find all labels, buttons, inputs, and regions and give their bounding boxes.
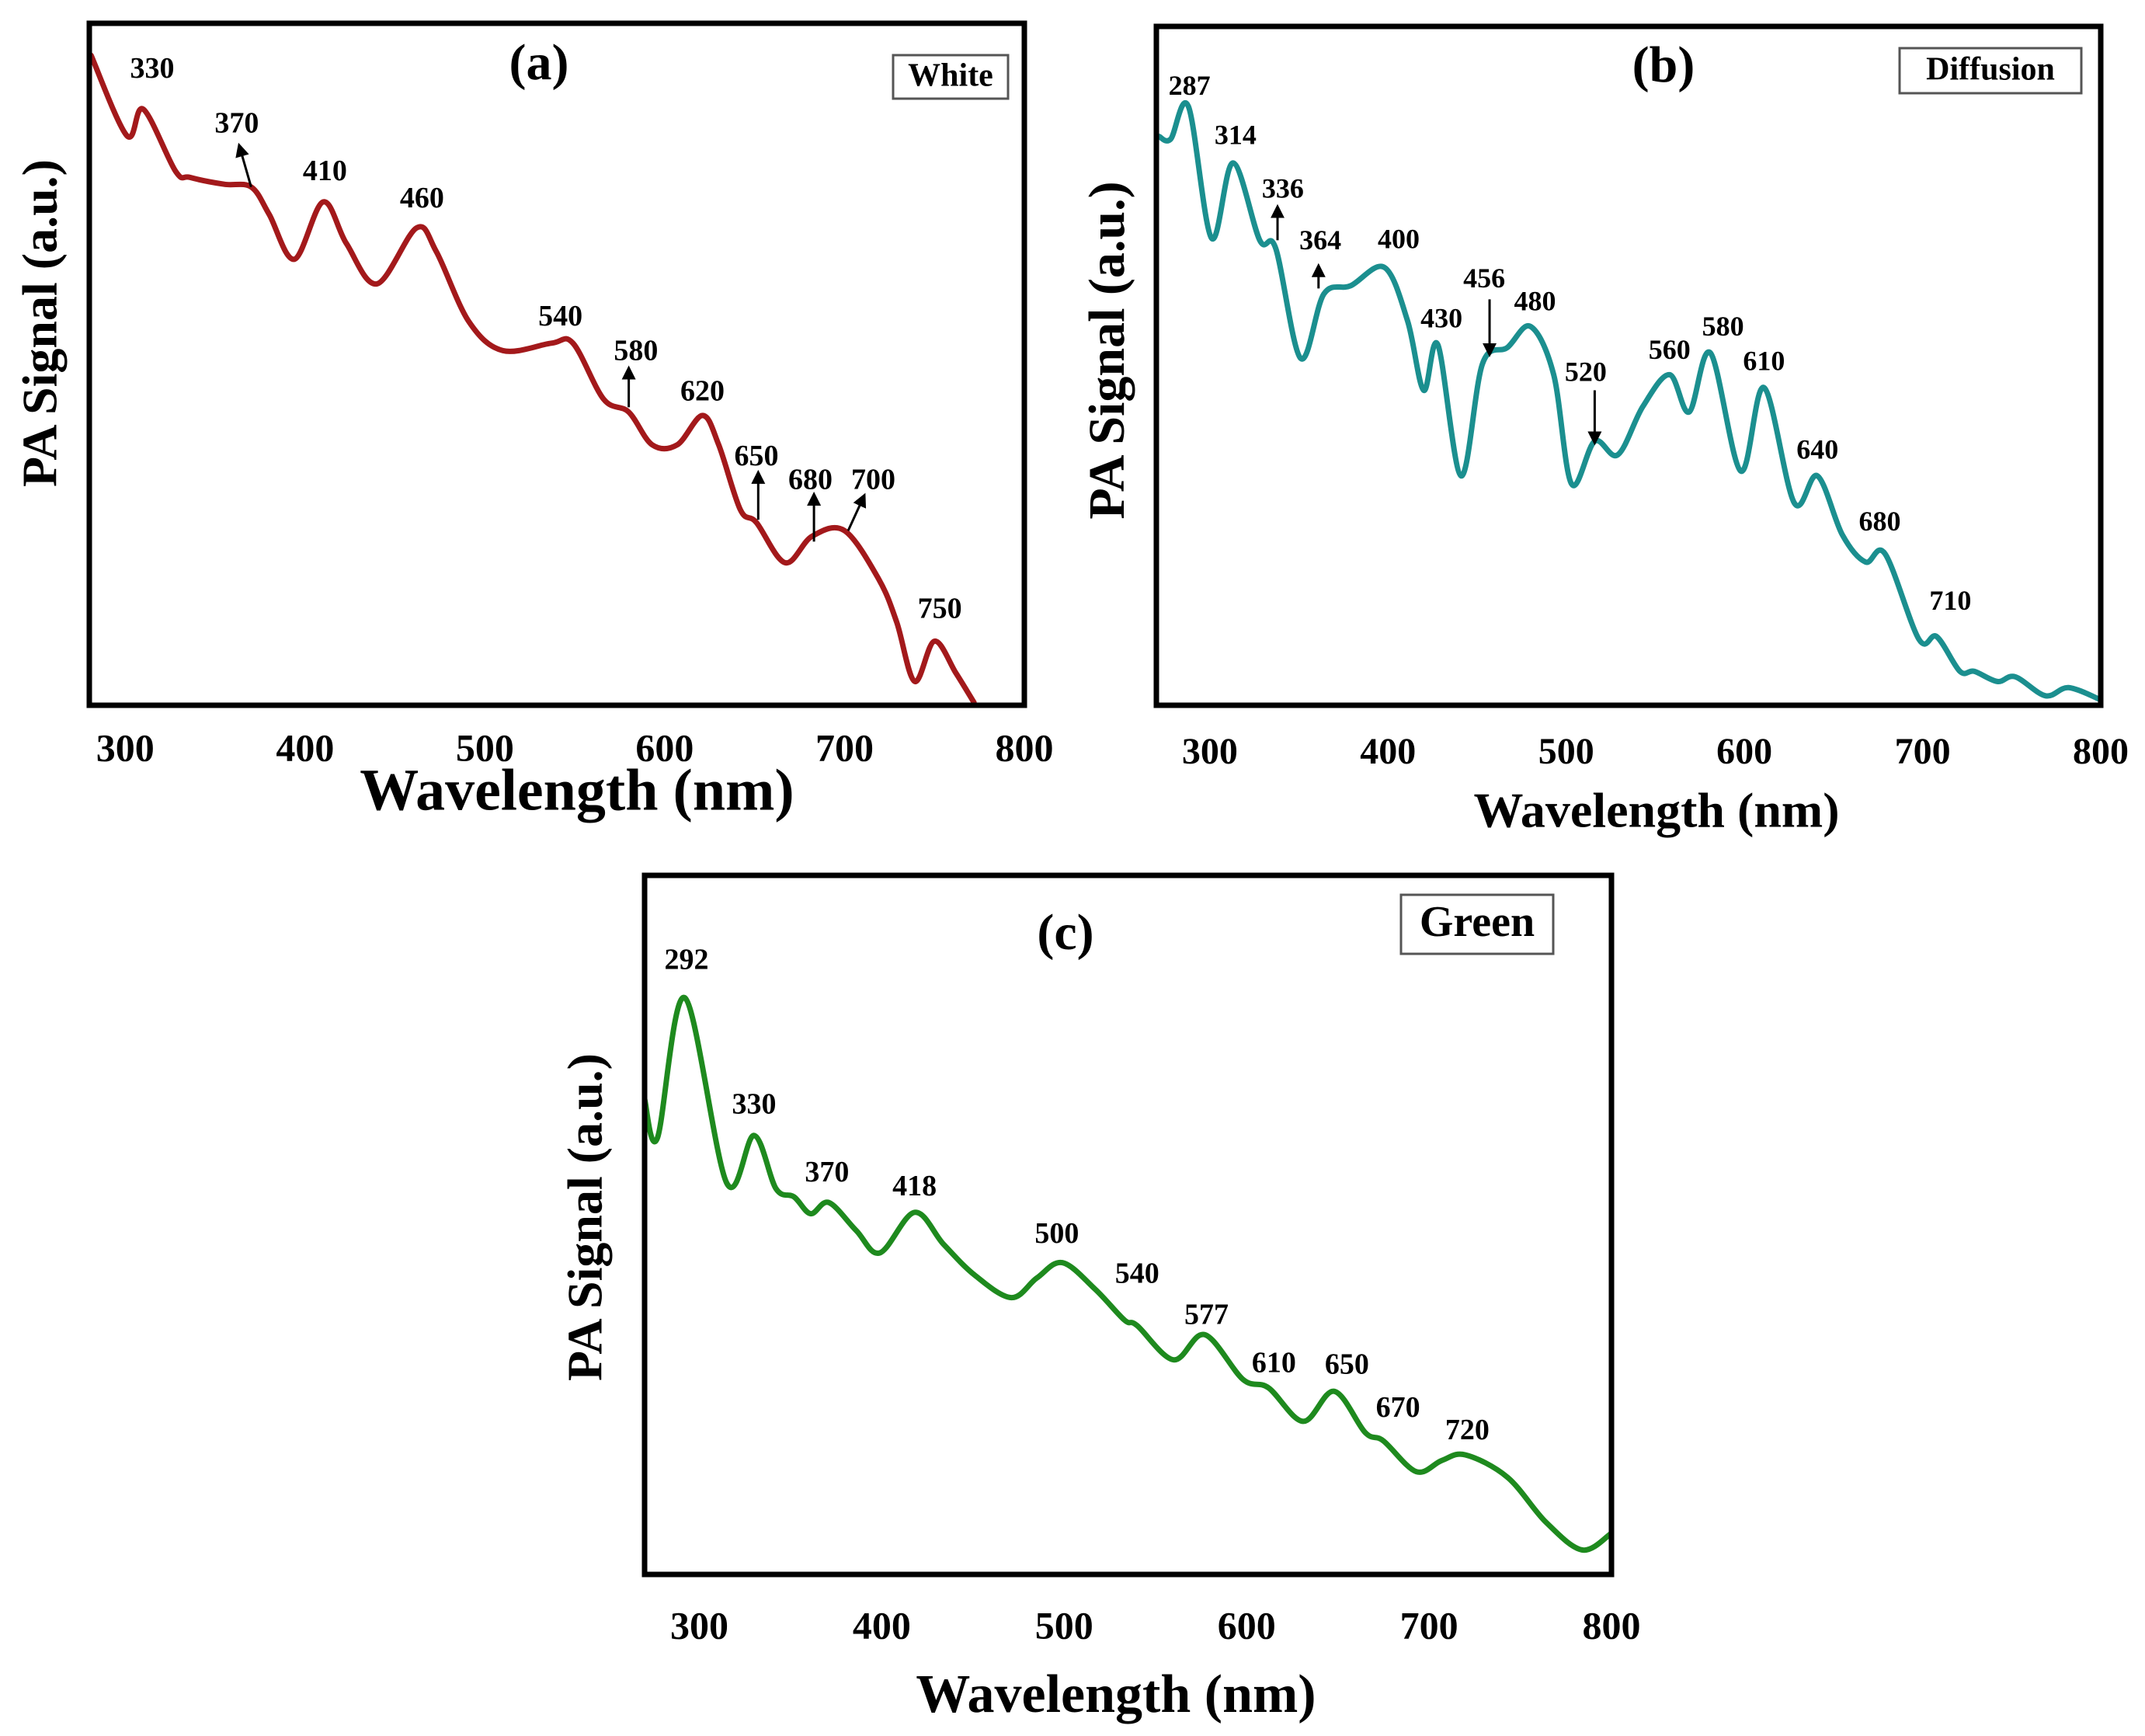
peak-label: 400 <box>1378 223 1420 254</box>
peak-label: 700 <box>851 464 895 496</box>
peak-label: 580 <box>614 335 658 367</box>
y-axis-title: PA Signal (a.u.) <box>1079 181 1135 519</box>
panel-a: 300 400 500 600 700 800 Wavelength (nm) PA Sign… <box>12 20 1054 823</box>
peak-label: 456 <box>1463 263 1505 294</box>
x-tick-label: 800 <box>996 725 1054 769</box>
peak-label: 540 <box>1115 1257 1159 1289</box>
peak-label: 540 <box>538 300 582 332</box>
x-tick-label: 300 <box>96 725 155 769</box>
peak-label: 620 <box>680 374 725 407</box>
legend-box <box>1898 47 2083 95</box>
x-tick-label: 700 <box>1400 1603 1458 1647</box>
x-tick-label: 500 <box>1538 731 1594 772</box>
x-tick-label: 800 <box>2073 731 2129 772</box>
panel-label: (b) <box>1632 37 1695 93</box>
plot-frame <box>641 872 1615 1578</box>
peak-label: 610 <box>1743 346 1785 377</box>
peak-label: 336 <box>1262 173 1304 204</box>
peak-label: 520 <box>1565 357 1607 388</box>
peak-label: 480 <box>1514 286 1556 317</box>
x-axis-title: Wavelength (nm) <box>916 1665 1316 1724</box>
peak-label: 330 <box>732 1088 776 1121</box>
peak-arrow <box>847 492 867 531</box>
peak-label: 460 <box>400 182 444 214</box>
peak-label: 418 <box>892 1170 937 1202</box>
legend-label: Diffusion <box>1926 52 2055 88</box>
peak-label: 670 <box>1376 1391 1420 1424</box>
x-tick-label: 300 <box>1182 731 1238 772</box>
x-tick-label: 400 <box>1360 731 1416 772</box>
spectrum-line <box>641 994 1615 1553</box>
x-tick-label: 500 <box>1035 1603 1093 1647</box>
x-axis-title: Wavelength (nm) <box>360 757 794 823</box>
peak-label: 370 <box>214 106 259 139</box>
spectrum-line <box>88 52 977 705</box>
peak-label: 364 <box>1299 224 1341 256</box>
peak-label: 680 <box>1859 506 1901 537</box>
spectrum-line <box>1156 100 2104 703</box>
x-axis-title: Wavelength (nm) <box>1473 783 1839 838</box>
legend-box <box>1399 893 1555 955</box>
legend-label: Green <box>1420 898 1535 946</box>
x-tick-label: 700 <box>1895 731 1951 772</box>
peak-label: 650 <box>1325 1348 1369 1380</box>
x-tick-label: 600 <box>1716 731 1772 772</box>
peak-label: 710 <box>1929 585 1971 616</box>
x-tick-label: 400 <box>276 725 334 769</box>
peak-label: 330 <box>130 52 175 85</box>
peak-label: 577 <box>1184 1299 1229 1331</box>
peak-label: 370 <box>805 1156 849 1188</box>
x-tick-label: 700 <box>815 725 874 769</box>
peak-label: 580 <box>1702 311 1744 342</box>
plot-frame <box>86 20 1027 708</box>
y-axis-title: PA Signal (a.u.) <box>558 1053 613 1381</box>
peak-label: 640 <box>1796 433 1838 464</box>
peak-label: 650 <box>735 440 779 472</box>
panel-label: (c) <box>1037 904 1093 961</box>
x-tick-label: 500 <box>456 725 514 769</box>
panel-label: (a) <box>509 34 569 91</box>
peak-label: 287 <box>1169 70 1211 101</box>
peak-label: 410 <box>303 155 347 187</box>
peak-label: 430 <box>1420 303 1462 334</box>
peak-label: 750 <box>918 593 962 625</box>
x-tick-label: 600 <box>1218 1603 1276 1647</box>
y-axis-title: PA Signal (a.u.) <box>12 159 68 487</box>
panel-c: 300 400 500 600 700 800 Wavelength (nm) PA Sign… <box>558 872 1641 1724</box>
peak-label: 292 <box>665 943 709 976</box>
peak-label: 610 <box>1252 1347 1296 1379</box>
peak-label: 720 <box>1445 1414 1490 1446</box>
panel-b: 300 400 500 600 700 800 Wavelength (nm) PA Sign… <box>1079 23 2129 838</box>
peak-label: 500 <box>1034 1217 1079 1250</box>
peak-label: 680 <box>788 464 833 496</box>
legend-label: White <box>908 58 993 94</box>
x-tick-label: 400 <box>853 1603 911 1647</box>
plot-frame <box>1153 23 2104 708</box>
peak-label: 560 <box>1649 334 1691 365</box>
x-tick-label: 800 <box>1583 1603 1641 1647</box>
x-tick-label: 300 <box>670 1603 728 1647</box>
peak-label: 314 <box>1215 120 1257 151</box>
peak-arrow <box>235 142 252 188</box>
legend-box <box>892 54 1010 100</box>
x-tick-label: 600 <box>635 725 694 769</box>
